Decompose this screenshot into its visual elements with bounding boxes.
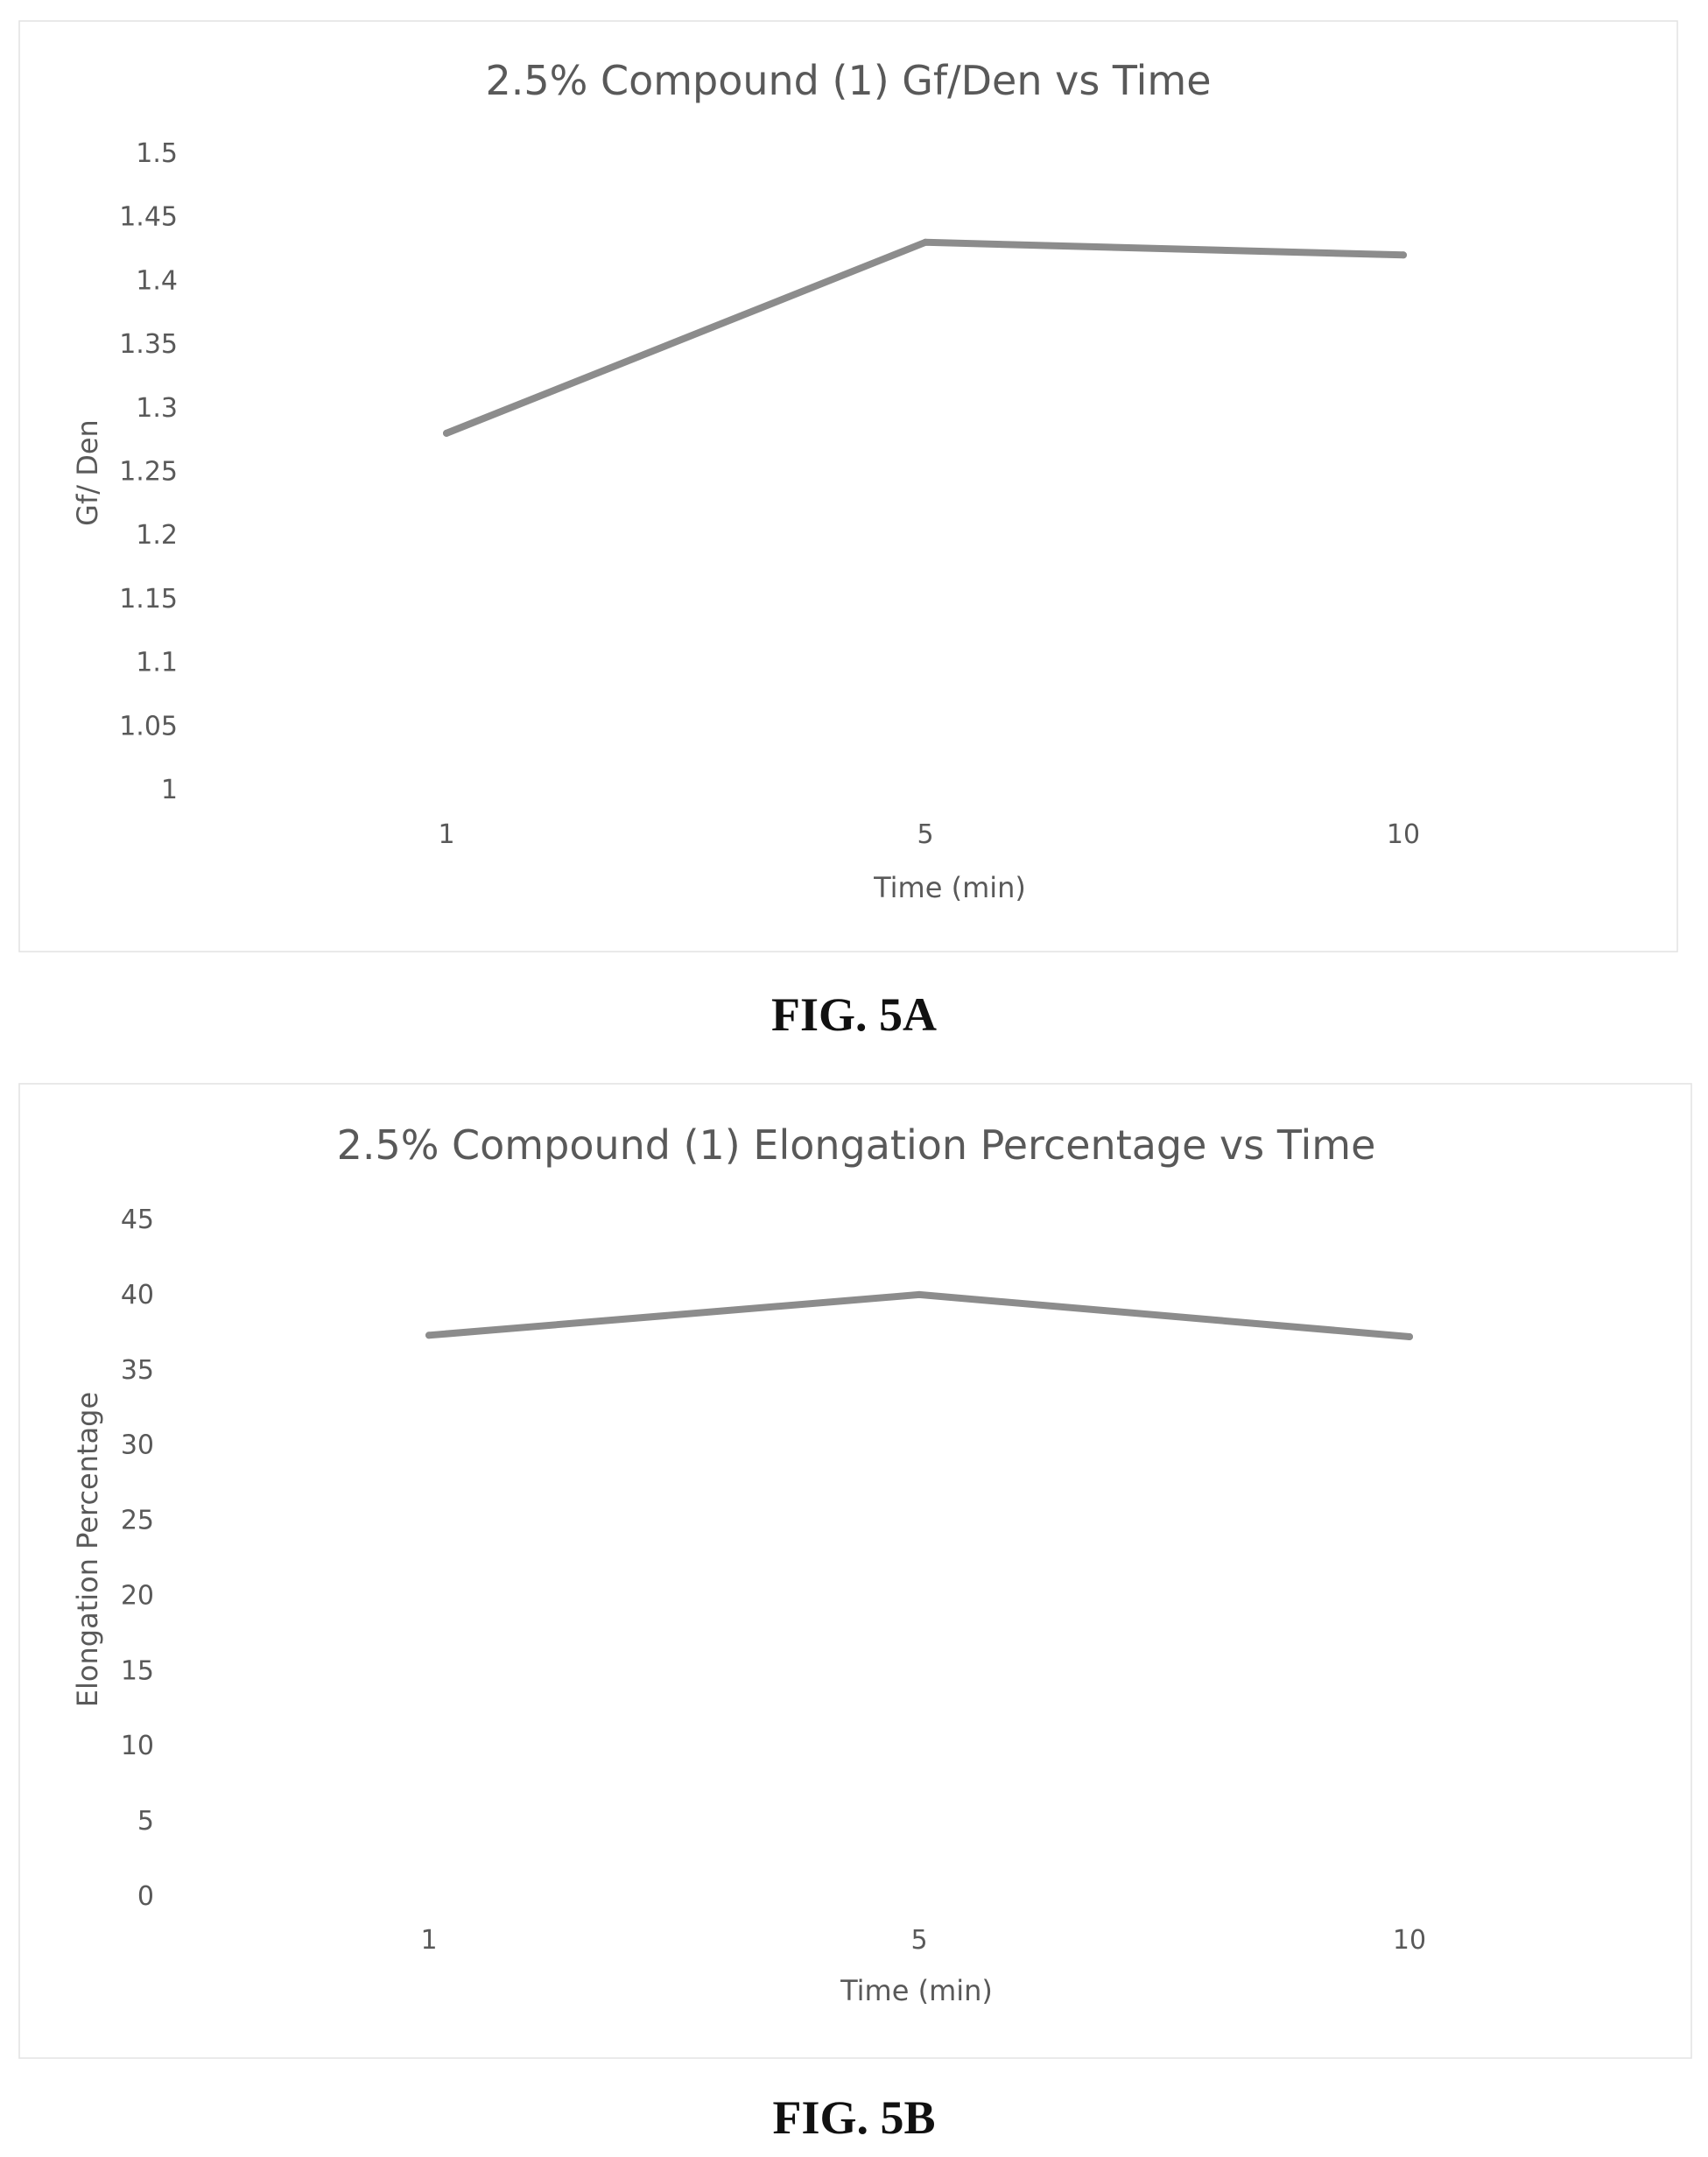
chart-gf-den-vs-time: 2.5% Compound (1) Gf/Den vs Time Gf/ Den… bbox=[18, 20, 1678, 952]
y-tick-label: 25 bbox=[121, 1506, 154, 1536]
data-point bbox=[916, 1290, 923, 1298]
y-tick-label: 1.15 bbox=[119, 584, 178, 615]
y-axis-label-b: Elongation Percentage bbox=[71, 1392, 104, 1707]
series-line bbox=[425, 1290, 1413, 1340]
y-tick-label: 1 bbox=[161, 775, 178, 805]
figure-caption-5a: FIG. 5A bbox=[771, 988, 937, 1041]
x-tick-label: 10 bbox=[1387, 819, 1420, 850]
y-tick-label: 1.2 bbox=[136, 520, 178, 551]
y-tick-label: 1.3 bbox=[136, 393, 178, 424]
data-point bbox=[425, 1331, 432, 1339]
y-tick-label: 0 bbox=[137, 1881, 154, 1912]
data-point bbox=[922, 238, 929, 246]
y-tick-label: 10 bbox=[121, 1731, 154, 1761]
x-ticks-a: 1 5 10 bbox=[438, 819, 1420, 850]
chart-elongation-vs-time: 2.5% Compound (1) Elongation Percentage … bbox=[18, 1083, 1692, 2059]
x-tick-label: 5 bbox=[910, 1925, 927, 1956]
y-tick-label: 1.5 bbox=[136, 138, 178, 169]
plot-a bbox=[443, 238, 1407, 437]
y-tick-label: 5 bbox=[137, 1806, 154, 1837]
y-tick-label: 1.25 bbox=[119, 457, 178, 488]
chart-area-b bbox=[18, 1083, 1692, 2059]
chart-area-a bbox=[18, 20, 1678, 952]
y-tick-label: 20 bbox=[121, 1580, 154, 1611]
y-tick-label: 1.35 bbox=[119, 329, 178, 360]
x-tick-label: 10 bbox=[1393, 1925, 1426, 1956]
x-tick-label: 1 bbox=[438, 819, 454, 850]
x-tick-label: 5 bbox=[917, 819, 933, 850]
y-tick-label: 30 bbox=[121, 1430, 154, 1461]
chart-title-b: 2.5% Compound (1) Elongation Percentage … bbox=[337, 1121, 1376, 1169]
x-axis-label-b: Time (min) bbox=[840, 1974, 993, 2007]
data-point bbox=[1400, 251, 1407, 259]
data-point bbox=[443, 429, 450, 437]
y-tick-label: 40 bbox=[121, 1280, 154, 1310]
y-tick-label: 1.1 bbox=[136, 648, 178, 678]
plot-b bbox=[425, 1290, 1413, 1340]
chart-title-a: 2.5% Compound (1) Gf/Den vs Time bbox=[485, 57, 1211, 104]
y-tick-label: 45 bbox=[121, 1205, 154, 1235]
series-line bbox=[443, 238, 1407, 437]
y-axis-label-a: Gf/ Den bbox=[71, 419, 104, 526]
y-ticks-a: 1 1.05 1.1 1.15 1.2 1.25 1.3 1.35 1.4 1.45 1.5 bbox=[119, 138, 178, 805]
y-ticks-b: 0 5 10 15 20 25 30 35 40 45 bbox=[121, 1205, 154, 1912]
x-ticks-b: 1 5 10 bbox=[420, 1925, 1426, 1956]
data-point bbox=[1406, 1333, 1413, 1340]
figure-caption-5b: FIG. 5B bbox=[772, 2091, 936, 2144]
y-tick-label: 35 bbox=[121, 1355, 154, 1386]
y-tick-label: 1.4 bbox=[136, 265, 178, 296]
x-axis-label-a: Time (min) bbox=[873, 871, 1026, 904]
y-tick-label: 1.45 bbox=[119, 202, 178, 233]
x-tick-label: 1 bbox=[420, 1925, 437, 1956]
y-tick-label: 1.05 bbox=[119, 711, 178, 741]
y-tick-label: 15 bbox=[121, 1655, 154, 1686]
